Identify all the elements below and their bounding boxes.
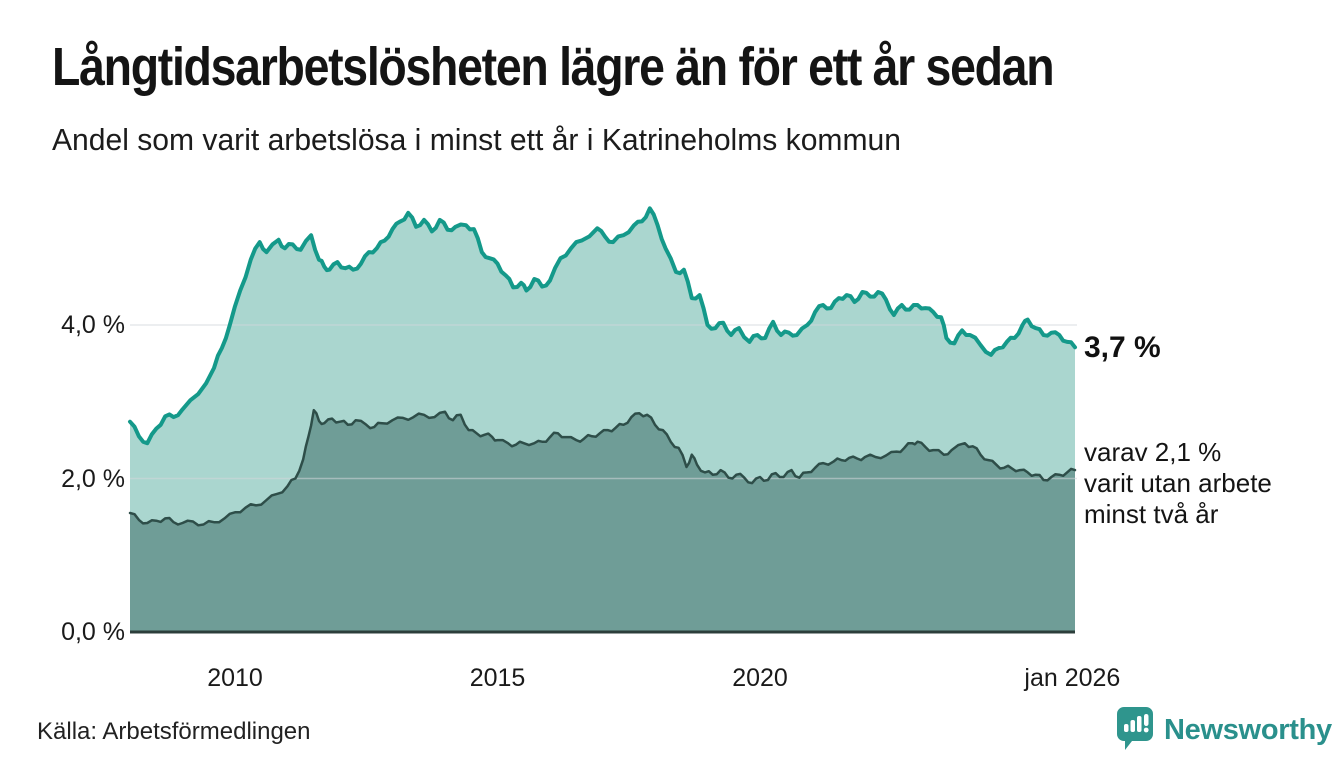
x-axis-tick-label: 2010 bbox=[207, 664, 263, 692]
page-title: Långtidsarbetslösheten lägre än för ett … bbox=[52, 37, 1055, 97]
newsworthy-icon bbox=[1117, 707, 1153, 750]
page-subtitle: Andel som varit arbetslösa i minst ett å… bbox=[52, 122, 901, 157]
subset-annotation: varav 2,1 % varit utan arbete minst två … bbox=[1084, 437, 1272, 530]
subset-annotation-line: minst två år bbox=[1084, 499, 1219, 530]
latest-total-value-label: 3,7 % bbox=[1084, 331, 1161, 365]
y-axis-tick-label: 2,0 % bbox=[61, 464, 125, 493]
newsworthy-logo: Newsworthy bbox=[1117, 707, 1332, 753]
y-axis-tick-label: 4,0 % bbox=[61, 311, 125, 339]
subset-annotation-line: varav 2,1 % bbox=[1084, 437, 1222, 468]
newsworthy-wordmark: Newsworthy bbox=[1164, 714, 1332, 746]
subset-annotation-line: varit utan arbete bbox=[1084, 468, 1272, 499]
source-note: Källa: Arbetsförmedlingen bbox=[37, 718, 311, 745]
x-axis-tick-label: 2020 bbox=[732, 664, 788, 692]
x-axis-tick-label: jan 2026 bbox=[1024, 664, 1121, 692]
x-axis-tick-label: 2015 bbox=[469, 664, 526, 692]
y-axis-tick-label: 0,0 % bbox=[61, 618, 125, 646]
